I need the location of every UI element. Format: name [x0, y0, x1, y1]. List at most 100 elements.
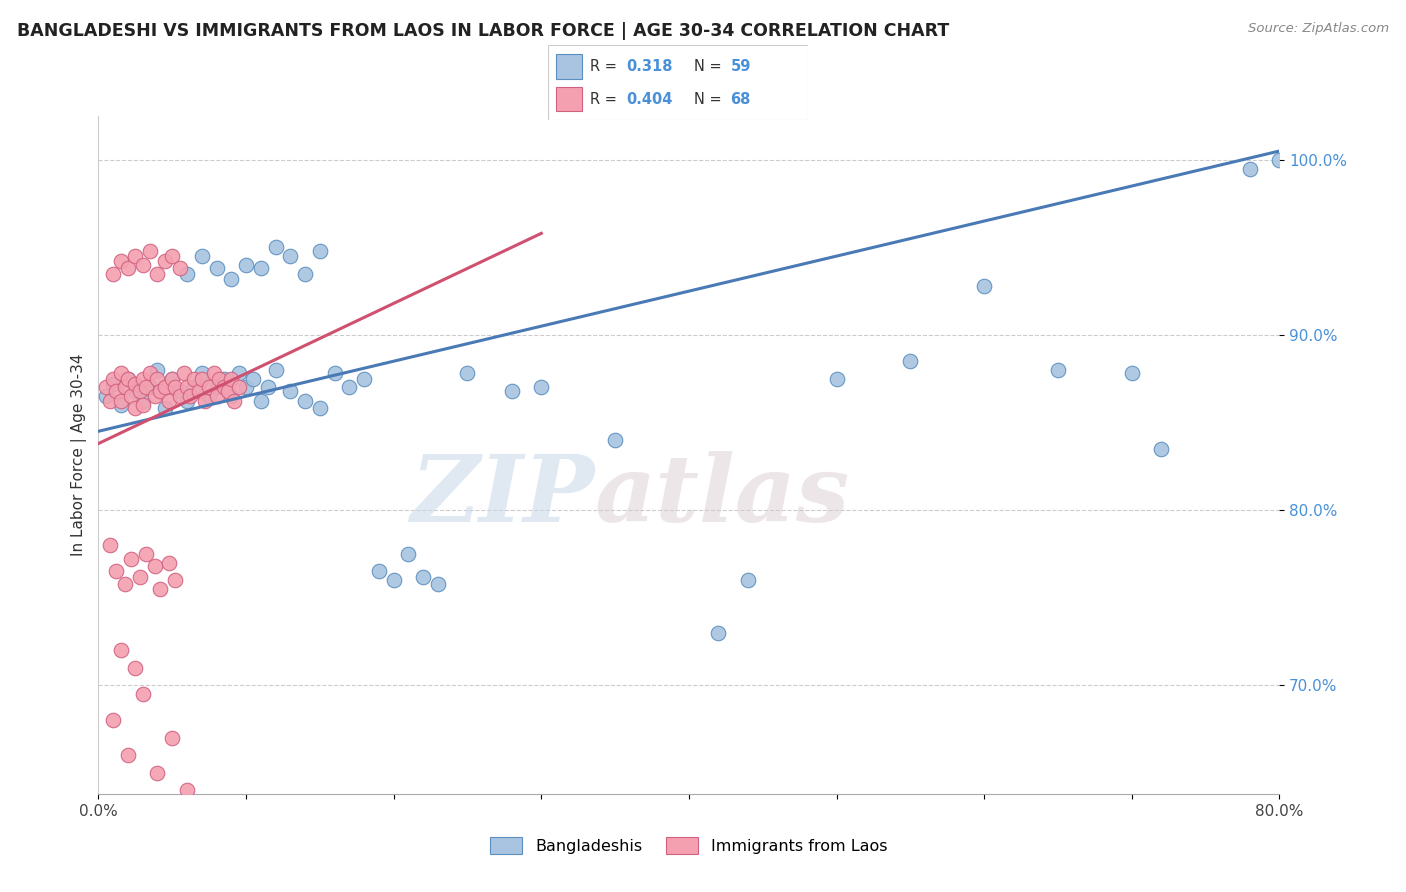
Point	[135, 380, 157, 394]
Point	[217, 384, 239, 398]
Point	[825, 372, 848, 386]
Point	[205, 389, 228, 403]
Point	[169, 384, 191, 398]
Text: 0.318: 0.318	[627, 59, 673, 74]
Point	[221, 272, 243, 286]
Point	[228, 367, 250, 381]
Point	[221, 372, 243, 386]
Point	[212, 372, 235, 386]
Point	[103, 376, 125, 391]
Point	[165, 573, 187, 587]
Point	[153, 401, 176, 416]
Point	[124, 376, 146, 391]
Point	[146, 765, 169, 780]
Point	[187, 384, 209, 398]
Point	[309, 401, 332, 416]
Point	[208, 372, 231, 386]
Point	[105, 565, 128, 579]
Point	[382, 573, 405, 587]
Point	[198, 380, 221, 394]
Point	[1150, 442, 1173, 456]
Point	[94, 380, 117, 394]
Text: ZIP: ZIP	[411, 450, 595, 541]
Point	[250, 394, 273, 409]
Point	[427, 576, 450, 591]
Point	[205, 380, 228, 394]
Point	[114, 576, 136, 591]
Point	[280, 249, 302, 263]
Text: 0.404: 0.404	[627, 92, 672, 107]
Point	[124, 384, 146, 398]
Point	[165, 380, 187, 394]
Point	[132, 372, 155, 386]
Point	[323, 367, 346, 381]
Point	[294, 267, 316, 281]
Point	[110, 398, 132, 412]
Point	[110, 254, 132, 268]
Point	[353, 372, 375, 386]
Point	[169, 389, 191, 403]
Point	[124, 249, 146, 263]
Point	[264, 240, 287, 254]
Point	[169, 261, 191, 276]
Point	[110, 367, 132, 381]
Point	[257, 380, 280, 394]
Point	[117, 748, 139, 763]
Point	[412, 569, 434, 583]
Text: R =: R =	[591, 59, 621, 74]
Point	[124, 401, 146, 416]
Point	[117, 372, 139, 386]
Point	[132, 258, 155, 272]
Point	[98, 538, 121, 552]
Point	[900, 354, 922, 368]
Point	[110, 394, 132, 409]
Point	[205, 261, 228, 276]
Point	[157, 394, 180, 409]
Point	[173, 367, 195, 381]
Point	[501, 384, 523, 398]
Text: Source: ZipAtlas.com: Source: ZipAtlas.com	[1249, 22, 1389, 36]
Point	[94, 389, 117, 403]
Point	[605, 433, 627, 447]
Point	[105, 384, 128, 398]
Point	[139, 380, 162, 394]
Point	[309, 244, 332, 258]
Point	[1121, 367, 1143, 381]
Text: 59: 59	[731, 59, 751, 74]
Point	[98, 394, 121, 409]
Point	[368, 565, 391, 579]
Point	[120, 389, 142, 403]
Point	[162, 372, 183, 386]
Point	[153, 254, 176, 268]
Point	[139, 244, 162, 258]
Point	[228, 380, 250, 394]
Text: atlas: atlas	[595, 450, 849, 541]
Point	[132, 398, 155, 412]
Point	[242, 372, 264, 386]
Point	[146, 267, 169, 281]
Point	[149, 582, 172, 596]
Point	[202, 367, 225, 381]
Point	[124, 661, 146, 675]
Bar	[557, 54, 582, 78]
Point	[103, 267, 125, 281]
Point	[146, 363, 169, 377]
Point	[117, 372, 139, 386]
Legend: Bangladeshis, Immigrants from Laos: Bangladeshis, Immigrants from Laos	[484, 831, 894, 861]
Point	[162, 372, 183, 386]
Point	[457, 367, 479, 381]
Point	[212, 380, 235, 394]
Point	[176, 394, 198, 409]
Point	[179, 389, 201, 403]
Point	[235, 380, 257, 394]
Y-axis label: In Labor Force | Age 30-34: In Labor Force | Age 30-34	[72, 353, 87, 557]
Point	[191, 249, 214, 263]
Point	[737, 573, 759, 587]
Point	[110, 643, 132, 657]
Text: N =: N =	[695, 92, 727, 107]
Point	[280, 384, 302, 398]
Point	[250, 261, 273, 276]
Point	[398, 547, 420, 561]
Point	[183, 380, 205, 394]
Point	[264, 363, 287, 377]
